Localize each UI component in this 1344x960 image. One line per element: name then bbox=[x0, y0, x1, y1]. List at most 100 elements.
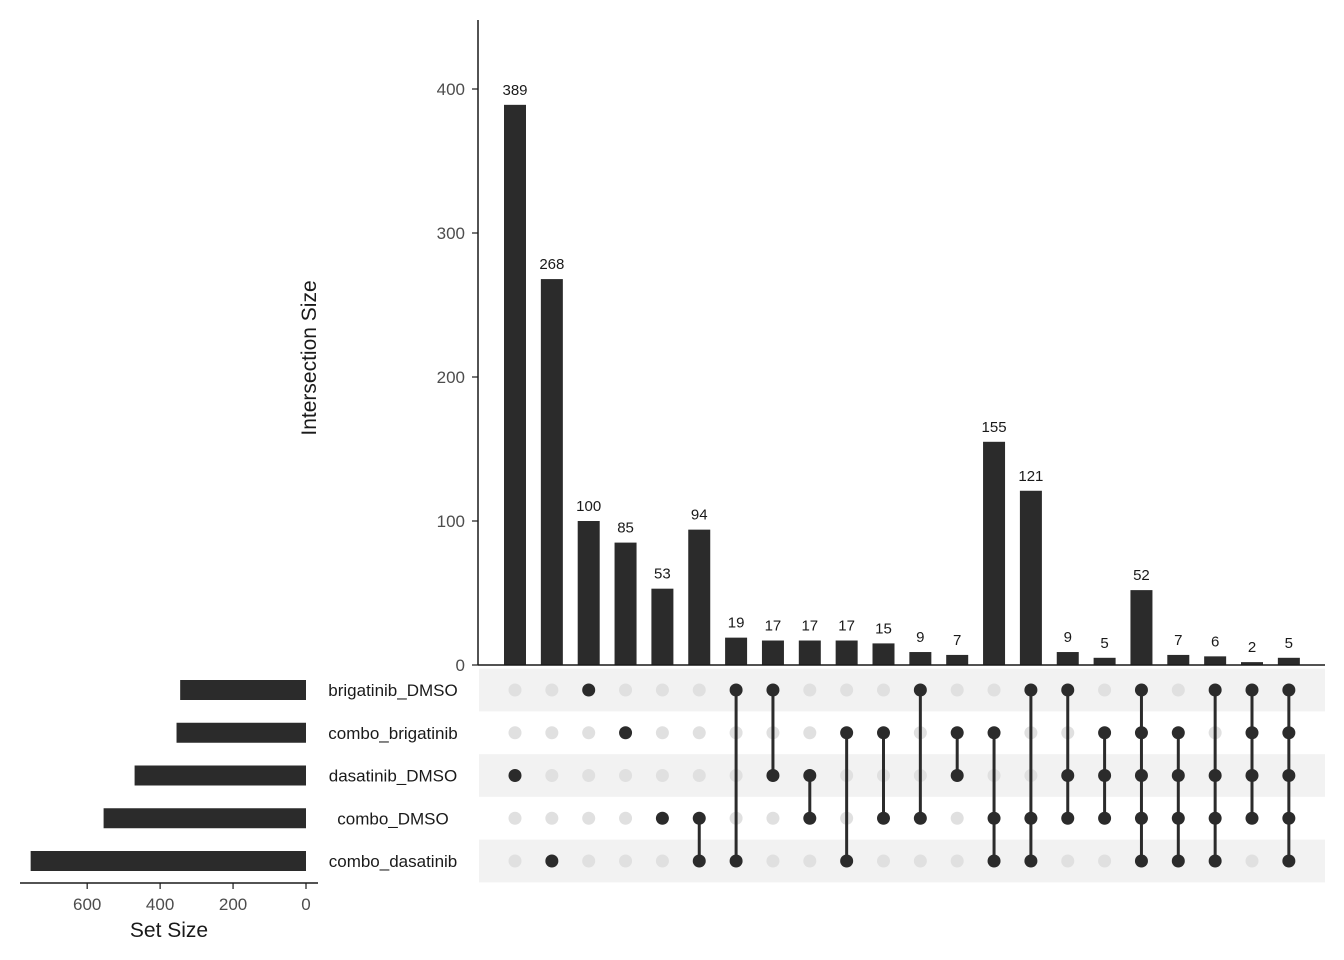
set-label: combo_brigatinib bbox=[328, 724, 457, 743]
matrix-dot-active bbox=[987, 854, 1001, 868]
set-size-bar bbox=[30, 851, 307, 871]
intersection-bar bbox=[504, 104, 526, 666]
matrix-dot-active bbox=[1171, 811, 1185, 825]
intersection-bar bbox=[909, 652, 932, 665]
intersection-bar-label: 7 bbox=[1174, 632, 1182, 649]
set-label: combo_dasatinib bbox=[329, 852, 458, 871]
intersection-bar-label: 389 bbox=[502, 82, 527, 99]
intersection-bar-label: 52 bbox=[1133, 567, 1150, 584]
matrix-dot-active bbox=[803, 811, 817, 825]
matrix-dot-active bbox=[877, 726, 890, 740]
matrix-dot-active bbox=[1134, 683, 1148, 697]
matrix-dot-inactive bbox=[545, 683, 559, 697]
matrix-dot-inactive bbox=[803, 854, 817, 868]
intersection-bar-label: 5 bbox=[1100, 635, 1108, 652]
matrix-dot-active bbox=[729, 683, 743, 697]
intersection-bar-label: 155 bbox=[982, 419, 1007, 436]
matrix-dot-inactive bbox=[619, 854, 633, 868]
set-size-tick-label: 600 bbox=[73, 895, 101, 914]
set-size-bar bbox=[134, 765, 306, 786]
matrix-dot-inactive bbox=[582, 854, 596, 868]
matrix-dot-inactive bbox=[545, 726, 559, 740]
matrix-dot-active bbox=[877, 811, 890, 825]
intersection-bar bbox=[1056, 652, 1079, 665]
intersection-bar-label: 100 bbox=[576, 498, 601, 515]
matrix-dot-active bbox=[655, 811, 669, 825]
matrix-dot-active bbox=[1245, 726, 1259, 740]
set-label: brigatinib_DMSO bbox=[328, 681, 457, 700]
intersection-bar bbox=[946, 654, 969, 665]
matrix-dot-inactive bbox=[950, 811, 964, 825]
matrix-dot-inactive bbox=[582, 811, 596, 825]
matrix-dot-inactive bbox=[1061, 854, 1075, 868]
matrix-dot-inactive bbox=[1098, 683, 1112, 697]
intersection-bar-label: 19 bbox=[728, 615, 745, 632]
intersection-bar bbox=[798, 640, 821, 665]
matrix-dot-active bbox=[1098, 726, 1112, 740]
matrix-dot-inactive bbox=[508, 854, 522, 868]
set-size-bar bbox=[103, 808, 307, 829]
intersection-bar bbox=[1019, 490, 1042, 665]
set-size-tick-label: 0 bbox=[301, 895, 310, 914]
matrix-dot-inactive bbox=[619, 811, 633, 825]
matrix-dot-active bbox=[1134, 811, 1148, 825]
matrix-dot-inactive bbox=[803, 726, 817, 740]
matrix-dot-active bbox=[1245, 683, 1259, 697]
matrix-dot-inactive bbox=[655, 683, 669, 697]
matrix-row-stripe bbox=[479, 839, 1325, 883]
matrix-dot-active bbox=[987, 726, 1001, 740]
intersection-bar bbox=[983, 441, 1006, 665]
matrix-dot-active bbox=[1098, 769, 1112, 782]
intersection-bar bbox=[835, 640, 858, 665]
intersection-bar bbox=[1130, 590, 1153, 665]
intersection-bar-label: 6 bbox=[1211, 633, 1219, 650]
matrix-dot-active bbox=[1098, 811, 1112, 825]
intersection-bar bbox=[651, 588, 674, 665]
intersection-y-tick-label: 400 bbox=[437, 80, 465, 99]
intersection-bar-label: 5 bbox=[1285, 635, 1293, 652]
set-size-tick-label: 200 bbox=[219, 895, 247, 914]
matrix-dot-inactive bbox=[655, 854, 669, 868]
set-size-bar bbox=[176, 722, 306, 743]
matrix-dot-inactive bbox=[950, 683, 964, 697]
matrix-dot-active bbox=[1245, 769, 1259, 782]
intersection-bar-label: 121 bbox=[1018, 468, 1043, 485]
matrix-dot-inactive bbox=[803, 683, 817, 697]
matrix-dot-inactive bbox=[545, 769, 559, 782]
matrix-dot-active bbox=[1024, 854, 1038, 868]
matrix-dot-inactive bbox=[692, 683, 706, 697]
intersection-bar-label: 94 bbox=[691, 507, 708, 524]
set-size-bar bbox=[180, 680, 306, 700]
matrix-dot-active bbox=[1171, 769, 1185, 782]
matrix-dot-active bbox=[803, 769, 817, 782]
intersection-y-tick-label: 300 bbox=[437, 224, 465, 243]
matrix-dot-inactive bbox=[582, 769, 596, 782]
matrix-dot-active bbox=[1208, 811, 1222, 825]
matrix-dot-inactive bbox=[655, 769, 669, 782]
matrix-dot-active bbox=[1282, 683, 1296, 697]
matrix-dot-inactive bbox=[508, 726, 522, 740]
matrix-dot-active bbox=[840, 854, 854, 868]
matrix-dot-active bbox=[1208, 769, 1222, 782]
intersection-bar bbox=[1167, 654, 1190, 665]
matrix-dot-inactive bbox=[619, 769, 633, 782]
matrix-dot-inactive bbox=[877, 683, 890, 697]
intersection-bars: 389 268 100 85 53 94 19 17 17 17 15 9 7 155 121 9 5 52 7 6 2… bbox=[502, 82, 1300, 666]
matrix-dot-active bbox=[1208, 683, 1222, 697]
matrix-dot-active bbox=[1245, 811, 1259, 825]
matrix-dot-active bbox=[1134, 854, 1148, 868]
intersection-y-tick-label: 0 bbox=[456, 656, 465, 675]
matrix-dot-active bbox=[582, 683, 596, 697]
matrix-dot-inactive bbox=[877, 854, 890, 868]
matrix-dot-active bbox=[950, 726, 964, 740]
matrix-dot-inactive bbox=[987, 683, 1001, 697]
matrix-dot-inactive bbox=[766, 811, 780, 825]
intersection-axis: Intersection Size 0 100 200 300 400 bbox=[298, 20, 1325, 675]
matrix-dot-active bbox=[1208, 854, 1222, 868]
intersection-bar-label: 7 bbox=[953, 632, 961, 649]
matrix-dot-inactive bbox=[508, 811, 522, 825]
matrix-dot-inactive bbox=[508, 683, 522, 697]
matrix-dot-active bbox=[1171, 726, 1185, 740]
matrix-stripes bbox=[479, 668, 1325, 883]
matrix-dot-active bbox=[913, 683, 927, 697]
